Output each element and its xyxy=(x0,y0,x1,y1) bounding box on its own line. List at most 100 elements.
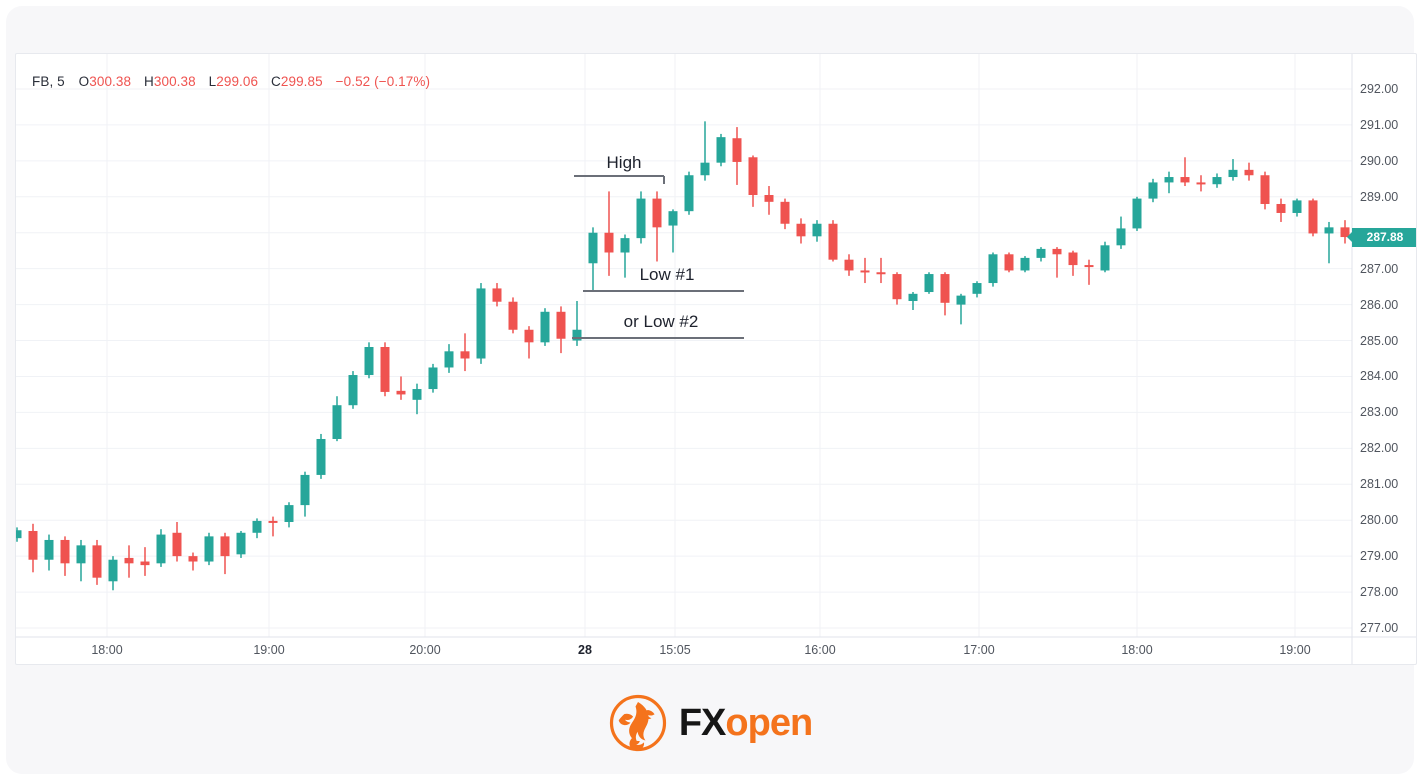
symbol-legend[interactable]: FB, 5 O300.38 H300.38 L299.06 C299.85 −0… xyxy=(32,74,430,89)
candle-body xyxy=(940,274,950,303)
price-tick-label: 289.00 xyxy=(1360,189,1399,204)
candle-body xyxy=(620,238,630,253)
candle-body xyxy=(444,351,454,368)
price-tick-label: 277.00 xyxy=(1360,620,1399,635)
candle-body xyxy=(524,329,534,343)
time-tick-label: 20:00 xyxy=(409,643,441,657)
candle-body xyxy=(44,539,54,560)
candle-body xyxy=(540,311,550,343)
candle-body xyxy=(16,530,22,539)
candle-body xyxy=(60,539,70,564)
candle-body xyxy=(556,311,566,339)
candle-wick xyxy=(400,376,402,400)
price-badge-arrow-icon xyxy=(1347,232,1352,243)
candle-body xyxy=(76,545,86,564)
chart-card: FB, 5 O300.38 H300.38 L299.06 C299.85 −0… xyxy=(15,53,1417,665)
candle-body xyxy=(1212,177,1222,185)
last-price-value: 287.88 xyxy=(1366,230,1404,245)
candle-body xyxy=(1324,227,1334,234)
candle-body xyxy=(748,157,758,196)
candle-wick xyxy=(880,257,882,284)
chart-canvas[interactable] xyxy=(16,54,1417,665)
candle-body xyxy=(1148,182,1158,199)
candle-body xyxy=(1116,228,1126,246)
candle-body xyxy=(732,138,742,162)
candle-body xyxy=(332,405,342,439)
open-label: O xyxy=(78,74,90,89)
candle-body xyxy=(1164,177,1174,183)
candle-body xyxy=(972,283,982,294)
close-label: C xyxy=(271,74,281,89)
candle-body xyxy=(348,375,358,406)
change-value: −0.52 (−0.17%) xyxy=(335,74,431,89)
candle-wick xyxy=(864,257,866,284)
candle-body xyxy=(300,474,310,506)
candle-body xyxy=(220,536,230,557)
candle-body xyxy=(1100,245,1110,271)
candle-body xyxy=(892,274,902,300)
candle-body xyxy=(1180,177,1190,183)
candle-wick xyxy=(960,293,962,325)
price-tick-label: 283.00 xyxy=(1360,405,1399,420)
candle-body xyxy=(1276,203,1286,213)
candle-body xyxy=(124,557,134,564)
candle-body xyxy=(572,329,582,341)
annotation-high-label: High xyxy=(606,153,642,172)
candle-body xyxy=(876,272,886,275)
candle-body xyxy=(156,534,166,564)
low-label: L xyxy=(208,74,217,89)
annotation-low1-label: Low #1 xyxy=(639,265,695,284)
candle-body xyxy=(1132,198,1142,229)
candle-body xyxy=(108,559,118,582)
page-panel: FB, 5 O300.38 H300.38 L299.06 C299.85 −0… xyxy=(6,6,1417,774)
candle-body xyxy=(1068,252,1078,266)
candle-body xyxy=(140,561,150,566)
price-tick-label: 285.00 xyxy=(1360,333,1399,348)
price-tick-label: 286.00 xyxy=(1360,297,1399,312)
candle-body xyxy=(812,223,822,237)
high-label: H xyxy=(144,74,154,89)
candle-body xyxy=(988,254,998,284)
candle-body xyxy=(1036,248,1046,258)
fxopen-wordmark: FXopen xyxy=(679,693,813,753)
candle-body xyxy=(476,288,486,359)
candle-body xyxy=(1244,169,1254,176)
candle-body xyxy=(700,162,710,176)
candle-body xyxy=(1340,227,1350,238)
symbol-interval: FB, 5 xyxy=(32,74,65,89)
candle-body xyxy=(1084,265,1094,268)
candle-body xyxy=(860,270,870,273)
open-value: 300.38 xyxy=(89,74,132,89)
logo-open-text: open xyxy=(725,702,813,744)
candle-body xyxy=(188,556,198,562)
candle-body xyxy=(1020,257,1030,271)
candle-body xyxy=(236,532,246,555)
candle-wick xyxy=(1184,157,1186,187)
candle-body xyxy=(364,347,374,376)
candle-body xyxy=(588,232,598,264)
time-tick-label: 17:00 xyxy=(963,643,995,657)
time-tick-label: 18:00 xyxy=(91,643,123,657)
close-value: 299.85 xyxy=(280,74,323,89)
candle-body xyxy=(396,390,406,395)
candle-wick xyxy=(704,121,706,181)
candle-body xyxy=(828,223,838,260)
candle-wick xyxy=(624,234,626,278)
candle-wick xyxy=(1088,259,1090,285)
candle-body xyxy=(380,347,390,392)
price-tick-label: 287.00 xyxy=(1360,261,1399,276)
candle-body xyxy=(204,536,214,562)
candle-body xyxy=(492,288,502,302)
candle-body xyxy=(1292,200,1302,213)
time-tick-label: 15:05 xyxy=(659,643,691,657)
candle-body xyxy=(172,532,182,557)
last-price-badge: 287.88 xyxy=(1347,227,1416,247)
candle-body xyxy=(28,530,38,560)
candle-body xyxy=(1228,169,1238,178)
candle-wick xyxy=(1056,247,1058,278)
candle-body xyxy=(508,301,518,330)
high-value: 300.38 xyxy=(153,74,196,89)
candle-body xyxy=(412,389,422,400)
price-tick-label: 278.00 xyxy=(1360,585,1399,600)
candle-body xyxy=(284,505,294,522)
